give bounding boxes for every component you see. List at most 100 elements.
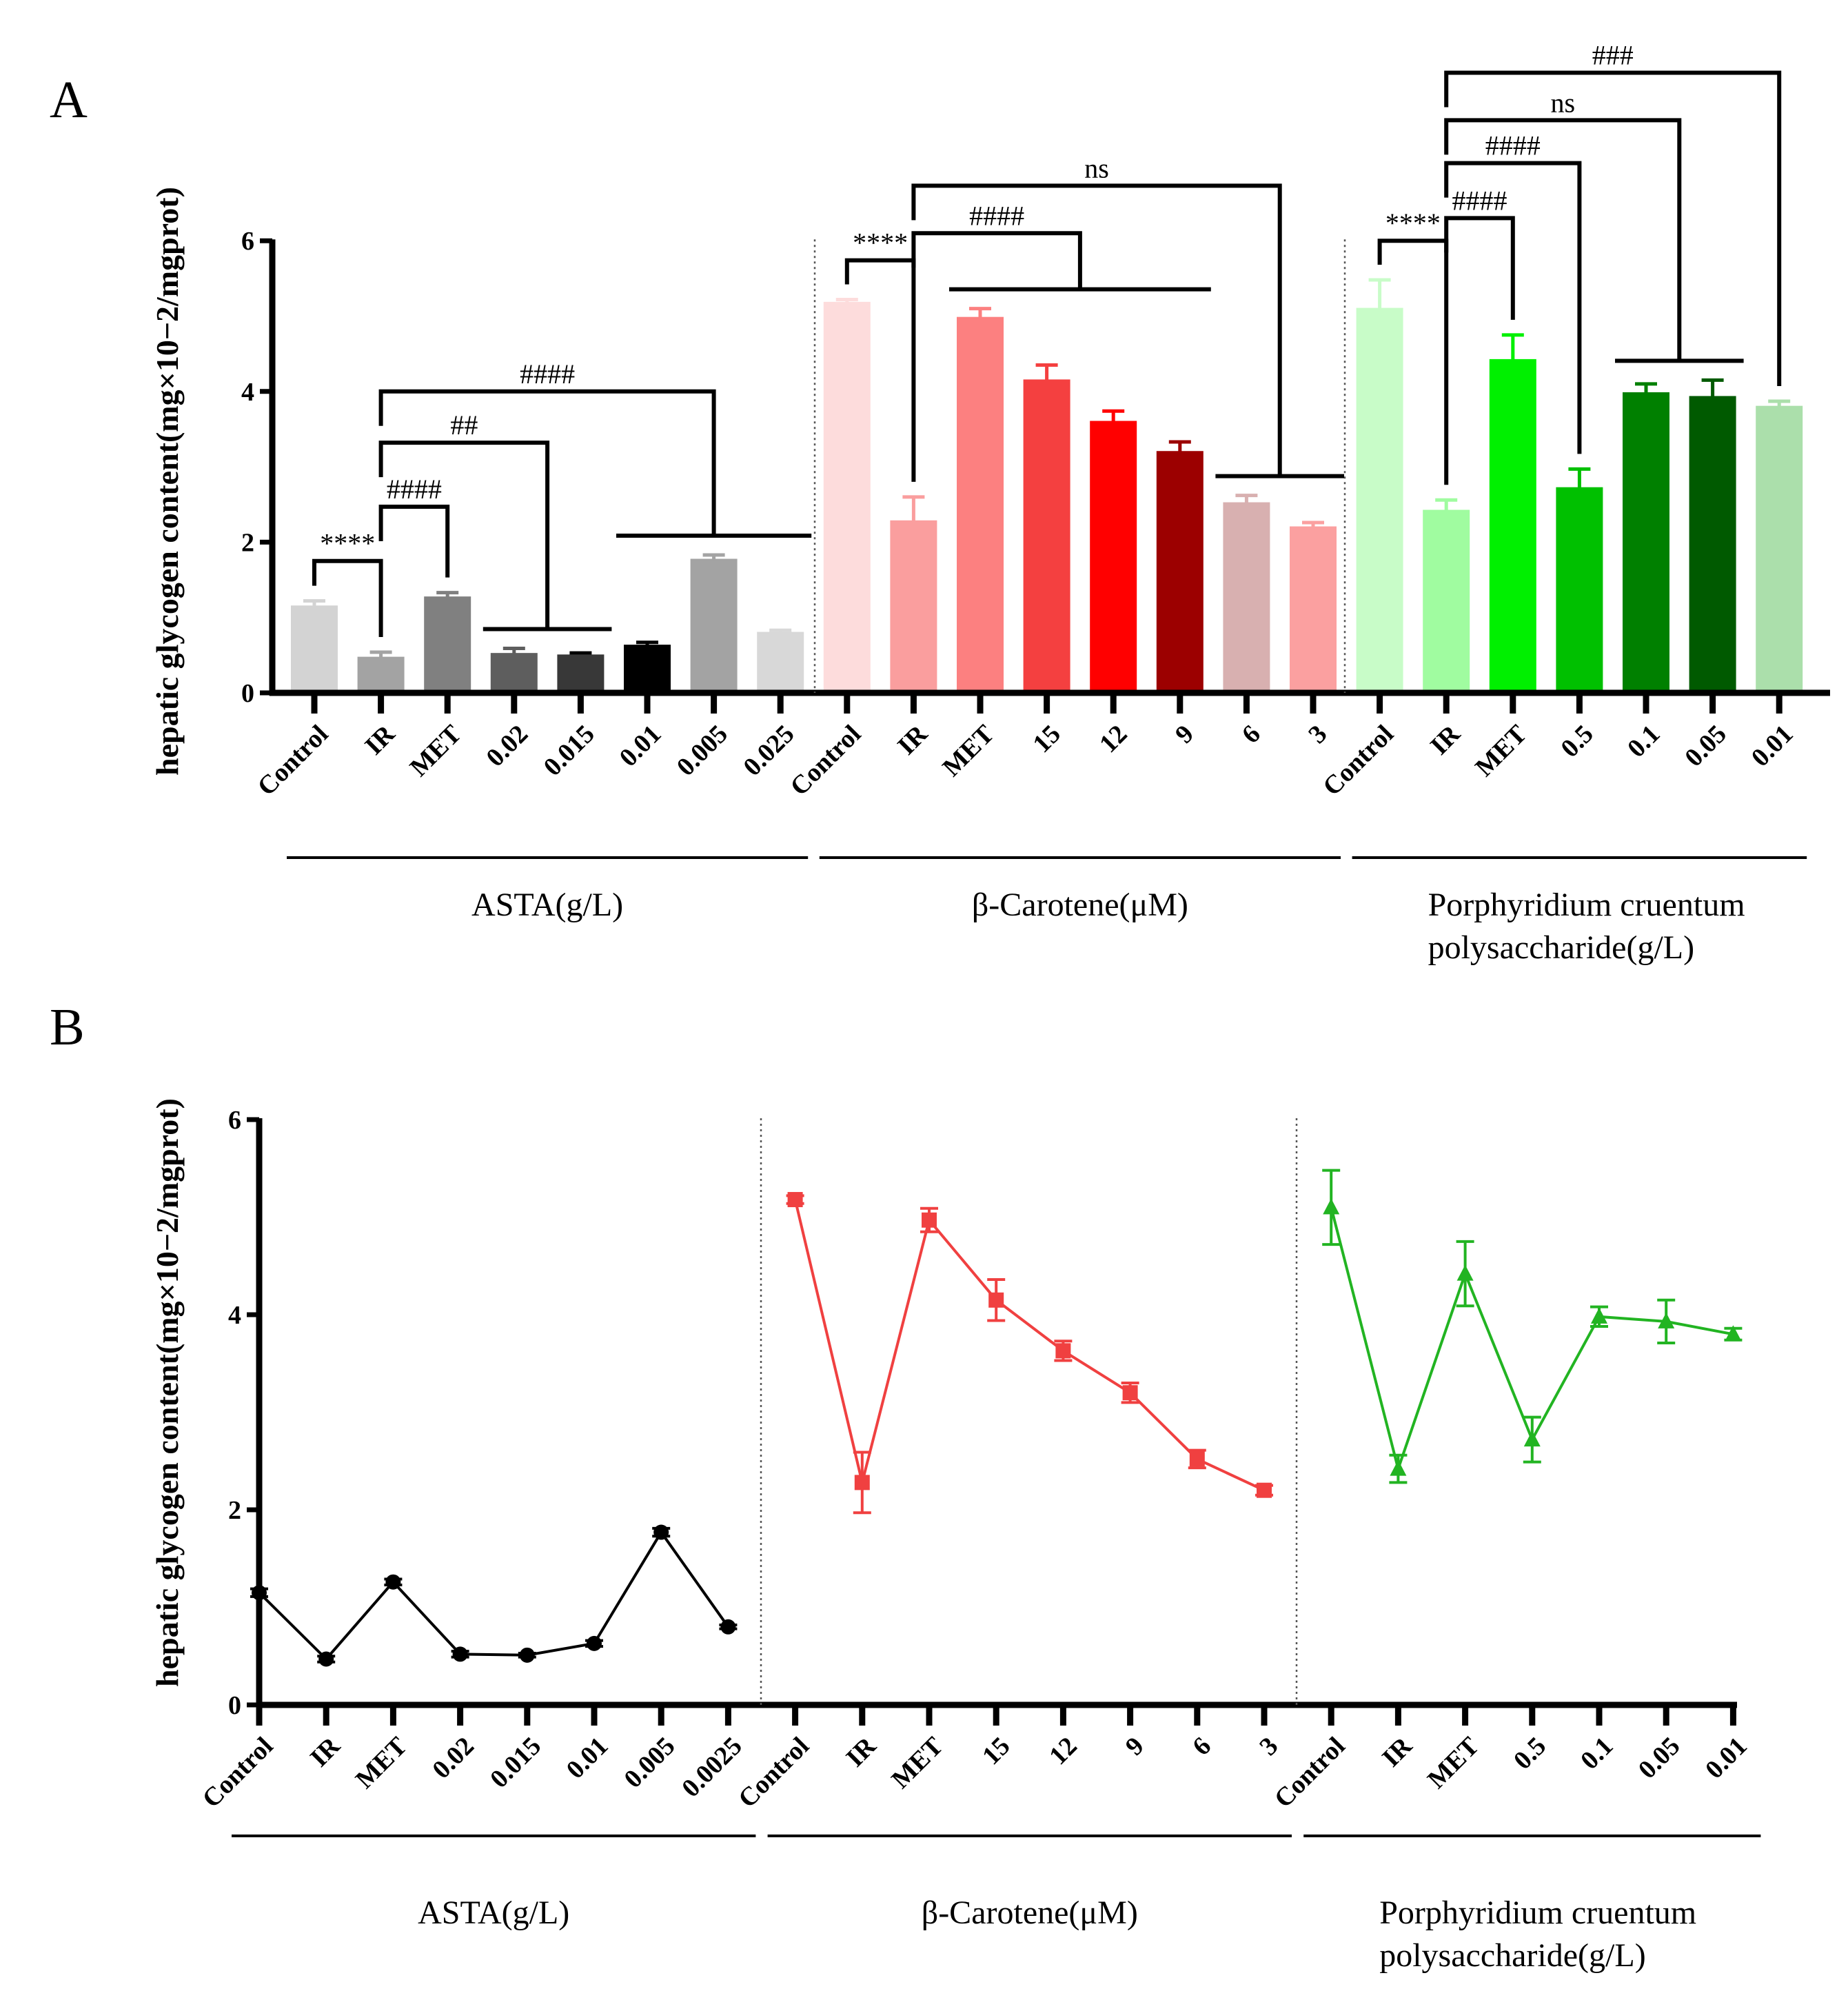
data-point	[787, 1192, 803, 1208]
x-tick-label: 12	[1044, 1732, 1083, 1771]
x-tick-label: 15	[977, 1732, 1016, 1771]
series-line	[258, 1529, 730, 1661]
data-point	[1189, 1451, 1205, 1467]
bar	[1356, 307, 1403, 694]
data-point	[1257, 1482, 1272, 1498]
bar	[690, 558, 738, 694]
significance-label: ####	[1452, 185, 1507, 216]
data-point	[988, 1292, 1004, 1308]
data-point	[1658, 1312, 1675, 1328]
x-tick-label: 0.01	[561, 1732, 614, 1785]
x-tick-label: MET	[937, 720, 999, 782]
bar	[957, 316, 1004, 694]
group-label: ASTA(g/L)	[471, 887, 623, 923]
x-tick-label: 0.01	[614, 720, 667, 773]
x-tick-label: 9	[1120, 1732, 1150, 1761]
significance-bracket	[1444, 216, 1515, 320]
x-tick-label: 0.5	[1508, 1732, 1552, 1775]
data-point	[318, 1651, 334, 1667]
panel-label-a: A	[50, 71, 88, 129]
bar	[490, 653, 538, 694]
significance-label: ####	[1485, 130, 1541, 161]
significance-label: ns	[1550, 87, 1575, 118]
data-point	[1055, 1343, 1071, 1359]
bar	[357, 656, 405, 694]
significance-label: ####	[387, 474, 442, 505]
significance-bracket	[378, 505, 450, 578]
x-tick-label: 0.005	[671, 720, 733, 782]
x-tick-label: IR	[305, 1731, 346, 1772]
x-tick-label: MET	[1422, 1732, 1485, 1795]
bar	[1023, 379, 1070, 694]
data-point	[1725, 1325, 1742, 1342]
x-tick-label: 0.05	[1633, 1732, 1686, 1785]
bar	[890, 520, 937, 694]
x-tick-label: MET	[886, 1732, 948, 1795]
significance-label: ns	[1084, 152, 1109, 183]
data-point	[1456, 1264, 1474, 1281]
significance-bracket	[911, 231, 1082, 290]
significance-bracket	[1444, 118, 1682, 361]
significance-label: ****	[853, 228, 908, 259]
bar	[291, 605, 338, 694]
y-tick-label: 4	[241, 378, 254, 407]
data-point	[1591, 1307, 1607, 1324]
y-tick-label: 4	[228, 1301, 241, 1330]
group-label: polysaccharide(g/L)	[1428, 929, 1694, 966]
data-point	[653, 1524, 669, 1540]
x-tick-label: Control	[1317, 720, 1399, 802]
data-point	[1122, 1385, 1138, 1401]
significance-bracket	[312, 558, 383, 637]
significance-label: ##	[450, 410, 478, 441]
bar	[1623, 392, 1669, 694]
bar	[757, 631, 804, 694]
x-tick-label: 0.05	[1679, 720, 1732, 773]
data-point	[1390, 1459, 1407, 1476]
bar	[1223, 502, 1270, 694]
y-tick-label: 0	[228, 1691, 241, 1720]
bar	[1689, 396, 1736, 694]
x-tick-label: IR	[1425, 719, 1466, 760]
data-point	[1523, 1431, 1541, 1447]
y-tick-label: 2	[241, 528, 254, 557]
data-point	[452, 1646, 468, 1662]
significance-bracket	[1377, 239, 1449, 485]
y-tick-label: 6	[228, 1106, 241, 1135]
group-label: β-Carotene(μM)	[922, 1894, 1138, 1931]
data-point	[922, 1212, 937, 1228]
bar	[1423, 509, 1470, 694]
y-axis-label-a: hepatic glycogen content(mg×10−2/mgprot)	[150, 187, 185, 776]
x-tick-label: 3	[1254, 1732, 1283, 1761]
x-tick-label: IR	[841, 1731, 882, 1772]
x-tick-label: 12	[1094, 720, 1133, 759]
group-label: ASTA(g/L)	[418, 1894, 569, 1931]
panel-label-b: B	[50, 998, 85, 1056]
significance-bracket	[378, 441, 550, 629]
x-tick-label: IR	[1377, 1731, 1418, 1772]
x-tick-label: 9	[1170, 720, 1199, 749]
x-tick-label: 0.1	[1622, 720, 1665, 763]
bar	[1556, 487, 1603, 694]
series-line	[793, 1199, 1265, 1492]
x-tick-label: 0.5	[1555, 720, 1598, 763]
x-tick-label: 0.015	[538, 720, 600, 782]
x-tick-label: 0.025	[738, 720, 800, 782]
bar	[557, 654, 605, 694]
significance-bracket	[378, 389, 716, 536]
x-tick-label: 6	[1237, 720, 1266, 749]
bar	[1090, 421, 1137, 694]
bar	[1290, 526, 1337, 694]
x-tick-label: Control	[197, 1732, 279, 1814]
x-tick-label: IR	[892, 719, 933, 760]
significance-label: ****	[1385, 208, 1441, 239]
x-tick-label: Control	[1269, 1732, 1351, 1814]
bar	[424, 596, 471, 694]
group-label: Porphyridium cruentum	[1379, 1894, 1696, 1931]
significance-label: ****	[320, 528, 375, 559]
data-point	[519, 1647, 535, 1663]
group-label: Porphyridium cruentum	[1428, 887, 1745, 923]
x-tick-label: 0.1	[1575, 1732, 1618, 1775]
data-point	[385, 1574, 401, 1590]
